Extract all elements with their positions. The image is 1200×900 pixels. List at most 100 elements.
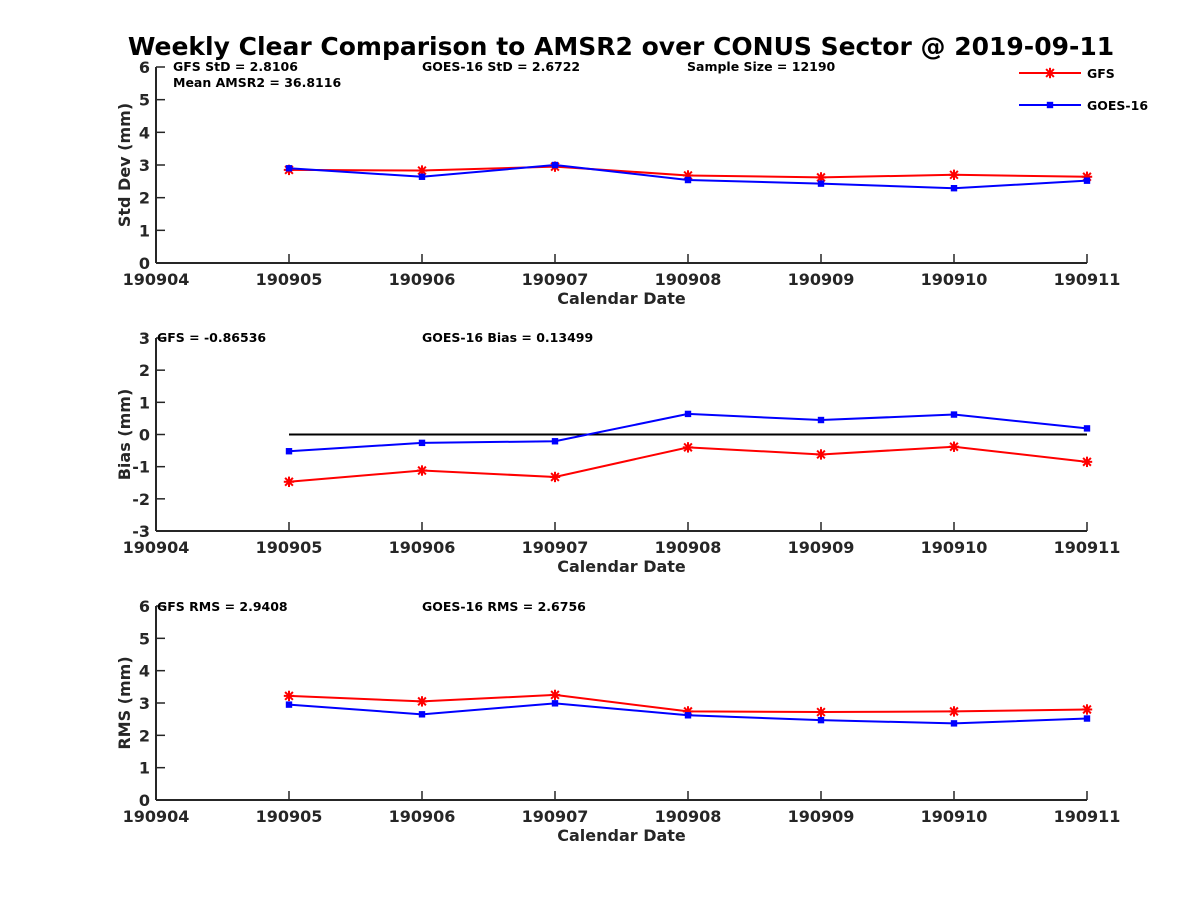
data-point: [285, 448, 293, 455]
legend-swatch-marker: [1046, 101, 1054, 109]
y-tick-label: 6: [139, 58, 150, 77]
x-tick-label: 190904: [123, 807, 190, 826]
data-point: [815, 449, 827, 460]
chart-panel-3: 190904 190905 190906 190907 190908 190909 1909…: [115, 597, 1120, 845]
x-axis-label: Calendar Date: [557, 826, 686, 845]
data-point: [418, 439, 426, 447]
legend-label: GOES-16: [1087, 98, 1148, 113]
y-tick-label: -1: [132, 458, 150, 477]
data-point: [285, 701, 293, 708]
stat-annotation: GFS = -0.86536: [157, 330, 266, 345]
x-tick-label: 190904: [123, 270, 190, 289]
x-tick-label: 190905: [256, 538, 323, 557]
stat-annotation: Sample Size = 12190: [687, 59, 836, 74]
y-tick-label: 0: [139, 254, 150, 273]
y-tick-label: 3: [139, 694, 150, 713]
data-point: [1083, 177, 1091, 184]
x-tick-label: 190909: [788, 807, 855, 826]
data-point: [416, 696, 428, 707]
x-tick-label: 190906: [389, 807, 456, 826]
data-point: [551, 700, 559, 707]
x-tick-label: 190908: [655, 538, 722, 557]
x-tick-label: 190910: [921, 807, 988, 826]
x-tick-label: 190909: [788, 270, 855, 289]
data-point: [682, 442, 694, 453]
x-tick-label: 190904: [123, 538, 190, 557]
series-goes-16: [285, 700, 1091, 727]
legend: GFS GOES-16: [1019, 66, 1148, 113]
panels: 190904 190905 190906 190907 190908 190909 1909…: [115, 58, 1120, 845]
data-point: [817, 416, 825, 424]
y-tick-label: 5: [139, 629, 150, 648]
y-tick-label: 0: [139, 426, 150, 445]
y-tick-label: 6: [139, 597, 150, 616]
data-point: [283, 690, 295, 702]
y-tick-label: 3: [139, 156, 150, 175]
y-tick-label: 2: [139, 361, 150, 380]
stat-annotation: GOES-16 StD = 2.6722: [422, 59, 580, 74]
data-point: [950, 720, 958, 727]
y-tick-label: 2: [139, 189, 150, 208]
y-tick-label: -3: [132, 522, 150, 541]
data-point: [416, 165, 428, 176]
legend-item-goes-16: GOES-16: [1019, 98, 1148, 113]
x-tick-label: 190906: [389, 538, 456, 557]
data-point: [1081, 456, 1093, 468]
data-point: [815, 706, 827, 718]
x-tick-label: 190909: [788, 538, 855, 557]
y-tick-label: -2: [132, 490, 150, 509]
x-tick-label: 190911: [1054, 270, 1121, 289]
data-point: [950, 411, 958, 418]
x-tick-label: 190911: [1054, 538, 1121, 557]
x-tick-label: 190907: [522, 538, 589, 557]
data-point: [283, 476, 295, 487]
data-point: [418, 173, 426, 180]
x-axis-label: Calendar Date: [557, 289, 686, 308]
data-point: [1083, 425, 1091, 432]
data-point: [684, 410, 692, 418]
data-point: [549, 689, 561, 701]
data-point: [551, 161, 559, 169]
y-tick-label: 1: [139, 221, 150, 240]
series-goes-16: [285, 161, 1091, 192]
x-tick-label: 190905: [256, 807, 323, 826]
stat-annotation: GOES-16 Bias = 0.13499: [422, 330, 593, 345]
x-tick-label: 190905: [256, 270, 323, 289]
data-point: [416, 465, 428, 476]
data-point: [684, 712, 692, 719]
y-axis-label: RMS (mm): [115, 656, 134, 749]
data-point: [418, 711, 426, 718]
stat-annotation: Mean AMSR2 = 36.8116: [173, 75, 341, 90]
x-tick-label: 190910: [921, 538, 988, 557]
y-axis-label: Std Dev (mm): [115, 103, 134, 227]
series-goes-16: [285, 410, 1091, 455]
y-axis-label: Bias (mm): [115, 389, 134, 481]
series-gfs: [283, 441, 1093, 487]
y-tick-label: 1: [139, 393, 150, 412]
data-point: [948, 441, 960, 452]
x-tick-label: 190907: [522, 270, 589, 289]
data-point: [551, 438, 559, 445]
data-point: [549, 471, 561, 483]
data-point: [950, 184, 958, 192]
x-axis-label: Calendar Date: [557, 557, 686, 576]
x-tick-label: 190908: [655, 807, 722, 826]
x-tick-label: 190906: [389, 270, 456, 289]
chart-panel-2: 190904 190905 190906 190907 190908 190909 1909…: [115, 329, 1120, 576]
stat-annotation: GFS StD = 2.8106: [173, 59, 298, 74]
data-point: [948, 706, 960, 717]
data-point: [1081, 704, 1093, 715]
data-point: [285, 165, 293, 172]
y-tick-label: 0: [139, 791, 150, 810]
data-point: [684, 176, 692, 184]
y-tick-label: 4: [139, 662, 150, 681]
stat-annotation: GOES-16 RMS = 2.6756: [422, 599, 586, 614]
legend-swatch-marker: [1044, 67, 1056, 79]
series-gfs: [283, 689, 1093, 718]
legend-item-gfs: GFS: [1019, 66, 1115, 81]
y-tick-label: 4: [139, 123, 150, 142]
x-tick-label: 190907: [522, 807, 589, 826]
data-point: [817, 180, 825, 187]
y-tick-label: 1: [139, 759, 150, 778]
